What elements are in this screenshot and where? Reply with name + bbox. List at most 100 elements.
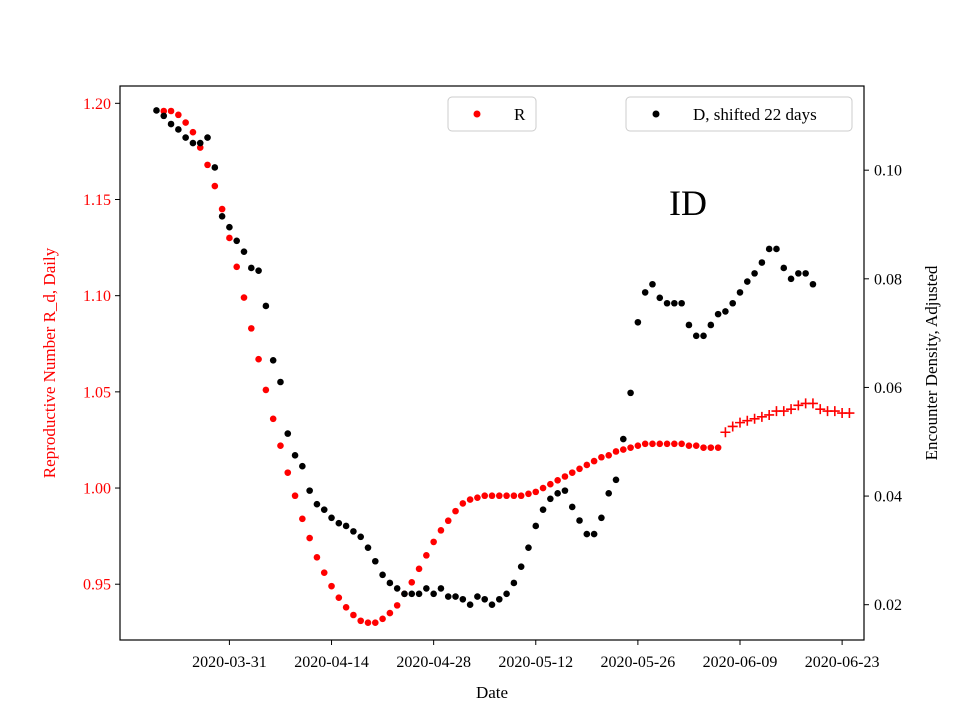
legend-d-marker <box>652 110 660 118</box>
encounter-density-point <box>488 601 496 608</box>
right-y-tick-label: 0.08 <box>874 271 902 288</box>
r-point <box>590 457 598 465</box>
r-point <box>328 582 335 590</box>
r-projection-point <box>749 413 760 424</box>
r-point <box>357 617 365 625</box>
encounter-density-point <box>255 267 262 274</box>
encounter-density-point <box>685 321 693 329</box>
encounter-density-point <box>357 533 365 541</box>
r-point <box>247 325 255 332</box>
encounter-density-point <box>503 590 510 598</box>
r-point <box>510 492 518 500</box>
encounter-density-point <box>765 245 773 253</box>
r-point <box>204 161 211 169</box>
encounter-density-point <box>598 514 605 522</box>
x-tick-label: 2020-06-23 <box>805 654 880 671</box>
encounter-density-point <box>495 595 503 603</box>
encounter-density-point <box>707 321 715 329</box>
r-point <box>196 144 204 151</box>
r-point <box>714 444 722 451</box>
encounter-density-point <box>619 435 627 443</box>
r-projection-point <box>756 411 767 422</box>
encounter-density-point <box>240 248 248 255</box>
r-point <box>656 440 664 448</box>
x-tick-label: 2020-06-09 <box>703 654 778 671</box>
x-axis-label: Date <box>476 683 508 702</box>
r-point <box>452 507 459 515</box>
r-projection-point <box>764 409 775 420</box>
left-y-axis-label: Reproductive Number R_d, Daily <box>40 247 59 478</box>
legend-d-frame <box>625 96 853 132</box>
r-point <box>444 517 452 525</box>
encounter-density-point <box>393 585 401 592</box>
r-point <box>568 469 576 476</box>
x-tick-label: 2020-05-26 <box>601 654 676 671</box>
encounter-density-point <box>269 356 277 364</box>
encounter-density-point <box>663 299 671 307</box>
encounter-density-point <box>532 522 540 530</box>
encounter-density-point <box>692 332 700 340</box>
state-annotation: ID <box>669 183 707 223</box>
encounter-density-point <box>561 487 569 494</box>
encounter-density-point <box>262 302 270 310</box>
r-point <box>175 111 182 119</box>
encounter-density-point <box>211 164 219 171</box>
r-point <box>306 534 313 542</box>
encounter-density-point <box>729 299 737 307</box>
encounter-density-point <box>277 378 284 386</box>
right-y-tick-label: 0.06 <box>874 380 902 397</box>
encounter-density-point <box>320 506 328 513</box>
r-point <box>612 448 620 455</box>
encounter-density-point <box>802 270 809 277</box>
r-point <box>583 461 591 469</box>
r-point <box>466 496 474 503</box>
r-point <box>685 442 693 450</box>
r-projection-point <box>727 421 738 432</box>
r-projection-point <box>742 415 753 426</box>
r-point <box>671 440 678 448</box>
legend-d-label: D, shifted 22 days <box>693 105 817 124</box>
legend-d: D, shifted 22 days <box>625 96 853 132</box>
r-point <box>517 492 525 500</box>
r-point <box>561 473 569 480</box>
r-point <box>379 615 386 623</box>
r-point <box>167 107 175 115</box>
r-point <box>233 263 241 271</box>
r-point <box>218 205 226 213</box>
legend-r-label: R <box>514 105 526 124</box>
r-point <box>350 611 357 619</box>
left-y-tick-label: 0.95 <box>83 577 111 594</box>
r-point <box>335 594 343 601</box>
x-tick-label: 2020-05-12 <box>498 654 573 671</box>
encounter-density-point <box>401 590 408 598</box>
encounter-density-point <box>678 299 685 307</box>
r-projection-point <box>844 408 855 419</box>
x-tick-label: 2020-04-28 <box>396 654 471 671</box>
r-point <box>576 465 583 473</box>
r-point <box>415 565 423 573</box>
encounter-density-point <box>656 294 664 302</box>
encounter-density-point <box>517 563 525 570</box>
encounter-density-point <box>474 593 481 600</box>
encounter-density-point <box>539 506 547 513</box>
r-point <box>299 515 306 523</box>
r-point <box>240 294 248 301</box>
r-point <box>408 578 416 586</box>
left-y-tick-label: 1.15 <box>83 192 111 209</box>
encounter-density-point <box>743 278 751 285</box>
x-axis: 2020-03-31 2020-04-14 2020-04-28 2020-05-12… <box>192 640 879 671</box>
encounter-density-point <box>751 270 758 277</box>
encounter-density-point <box>444 593 452 600</box>
encounter-density-point <box>306 487 313 494</box>
left-y-axis: 0.95 1.00 1.05 1.10 1.15 1.20 <box>83 96 120 594</box>
encounter-density-point <box>671 299 678 307</box>
encounter-density-point <box>313 500 321 508</box>
encounter-density-point <box>335 519 343 527</box>
r-point <box>532 488 540 496</box>
encounter-density-point <box>218 213 226 220</box>
encounter-density-point <box>415 590 423 598</box>
encounter-density-point <box>153 107 160 114</box>
right-y-axis-label: Encounter Density, Adjusted <box>922 265 941 460</box>
r-projection-point <box>807 398 818 409</box>
encounter-density-point <box>196 139 204 147</box>
